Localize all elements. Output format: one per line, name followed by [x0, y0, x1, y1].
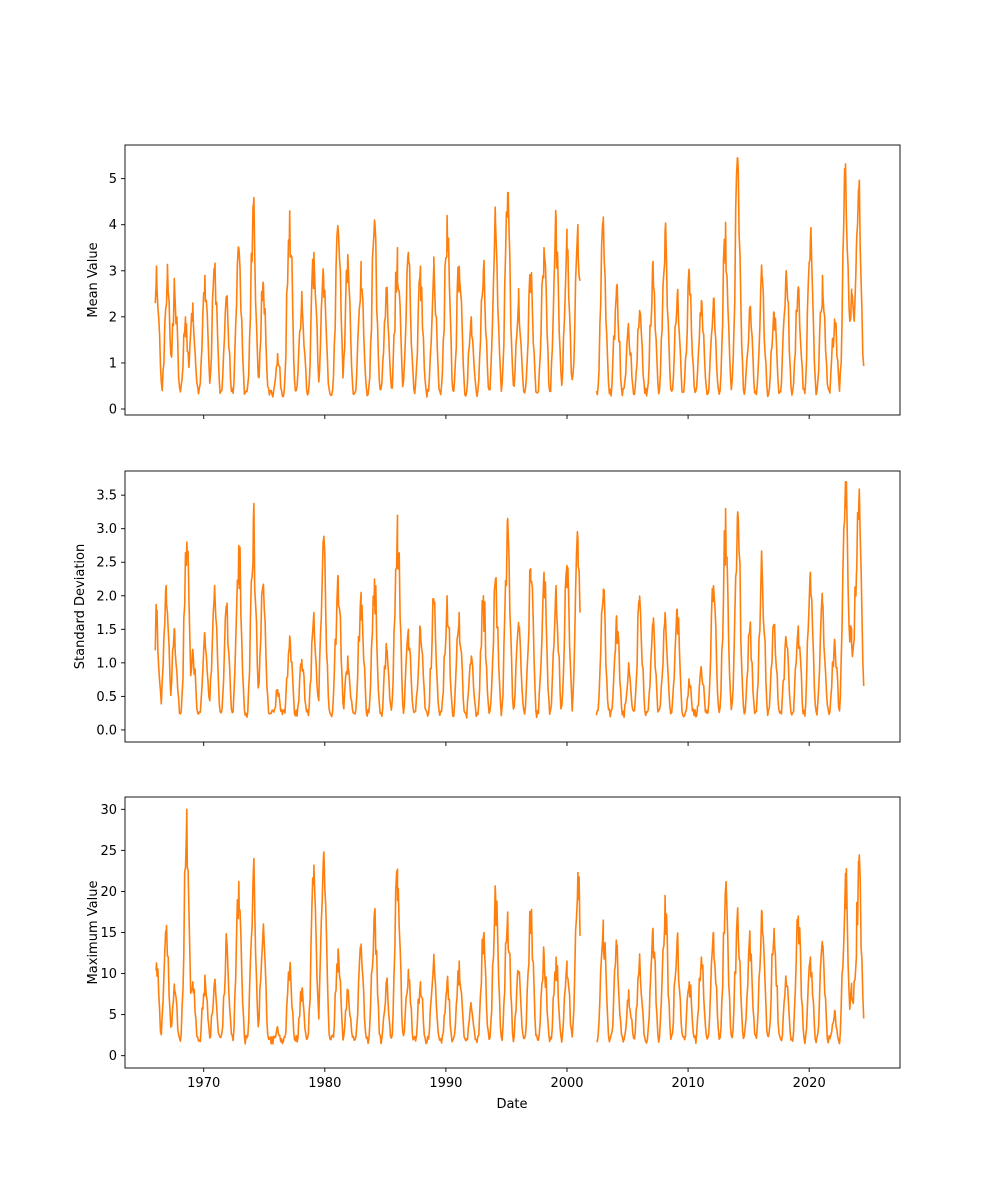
y-tick-label: 15 [100, 926, 117, 941]
subplot-3: 0 5 10 15 20 25 30 1970 1980 1990 2000 2010 2020 Maxi… [86, 796, 901, 1091]
y-tick-label: 0 [109, 1049, 117, 1064]
y-tick-label: 25 [100, 844, 117, 859]
x-tick-label: 1980 [308, 1076, 341, 1091]
subplot-2: 0.0 0.5 1.0 1.5 2.0 2.5 3.0 3.5 Standard Deviati… [73, 470, 901, 746]
y-tick-label: 2.5 [96, 556, 117, 571]
x-tick-label: 2000 [550, 1076, 583, 1091]
y-tick-label: 0.0 [96, 723, 117, 738]
series-line [154, 480, 865, 719]
axes-frame [124, 144, 901, 416]
x-tick-label: 1990 [429, 1076, 462, 1091]
series-line [155, 808, 865, 1045]
y-tick-label: 5 [109, 172, 117, 187]
y-tick-label: 3 [109, 264, 117, 279]
y-axis-label: Mean Value [86, 242, 101, 317]
y-axis-label: Maximum Value [86, 881, 101, 985]
y-tick-label: 3.0 [96, 522, 117, 537]
y-tick-label: 2 [109, 310, 117, 325]
axes-frame [124, 470, 901, 743]
x-tick-label: 2010 [672, 1076, 705, 1091]
y-axis-label: Standard Deviation [73, 544, 88, 669]
y-tick-label: 0.5 [96, 690, 117, 705]
y-tick-label: 2.0 [96, 589, 117, 604]
series-line [154, 157, 865, 398]
y-tick-label: 0 [109, 403, 117, 418]
y-tick-label: 10 [100, 967, 117, 982]
subplots: 0 1 2 3 4 5 Mean Value 0.0 0.5 1.0 1.5 2.0 2.5 3.0 3.5… [73, 144, 901, 1091]
y-tick-label: 5 [109, 1008, 117, 1023]
y-tick-label: 3.5 [96, 489, 117, 504]
subplot-1: 0 1 2 3 4 5 Mean Value [86, 144, 901, 419]
y-tick-label: 20 [100, 885, 117, 900]
x-tick-label: 1970 [187, 1076, 220, 1091]
y-tick-label: 1 [109, 356, 117, 371]
y-tick-label: 1.5 [96, 623, 117, 638]
x-axis-label: Date [496, 1097, 527, 1112]
y-tick-label: 4 [109, 218, 117, 233]
y-tick-label: 30 [100, 803, 117, 818]
y-tick-label: 1.0 [96, 656, 117, 671]
x-tick-label: 2020 [793, 1076, 826, 1091]
